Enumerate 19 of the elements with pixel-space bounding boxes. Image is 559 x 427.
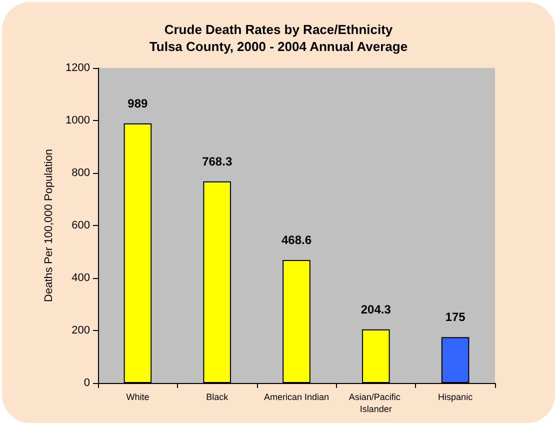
data-label: 204.3	[360, 302, 392, 316]
y-tick-label: 1200	[66, 62, 90, 74]
chart-title: Crude Death Rates by Race/Ethnicity Tulsa County, 2000 - 2004 Annual Average	[149, 22, 408, 54]
data-label: 468.6	[281, 232, 312, 247]
y-tick-label: 200	[72, 324, 90, 336]
y-tick-label: 400	[72, 272, 90, 284]
y-tick-label: 1000	[66, 114, 90, 126]
x-tick-label: American Indian	[264, 392, 330, 402]
data-label: 989	[128, 96, 148, 110]
x-tick-label: Black	[206, 392, 229, 402]
x-tick-label: Asian/Pacific Islander	[348, 392, 403, 414]
y-axis-title: Deaths Per 100,000 Population	[43, 149, 56, 302]
y-tick-label: 600	[72, 220, 90, 232]
data-label: 768.3	[202, 154, 232, 168]
data-label: 175	[445, 310, 466, 324]
x-tick-label: White	[126, 392, 150, 402]
x-tick-label: Hispanic	[438, 392, 474, 402]
y-tick-label: 0	[84, 377, 90, 389]
y-tick-label: 800	[72, 167, 90, 179]
